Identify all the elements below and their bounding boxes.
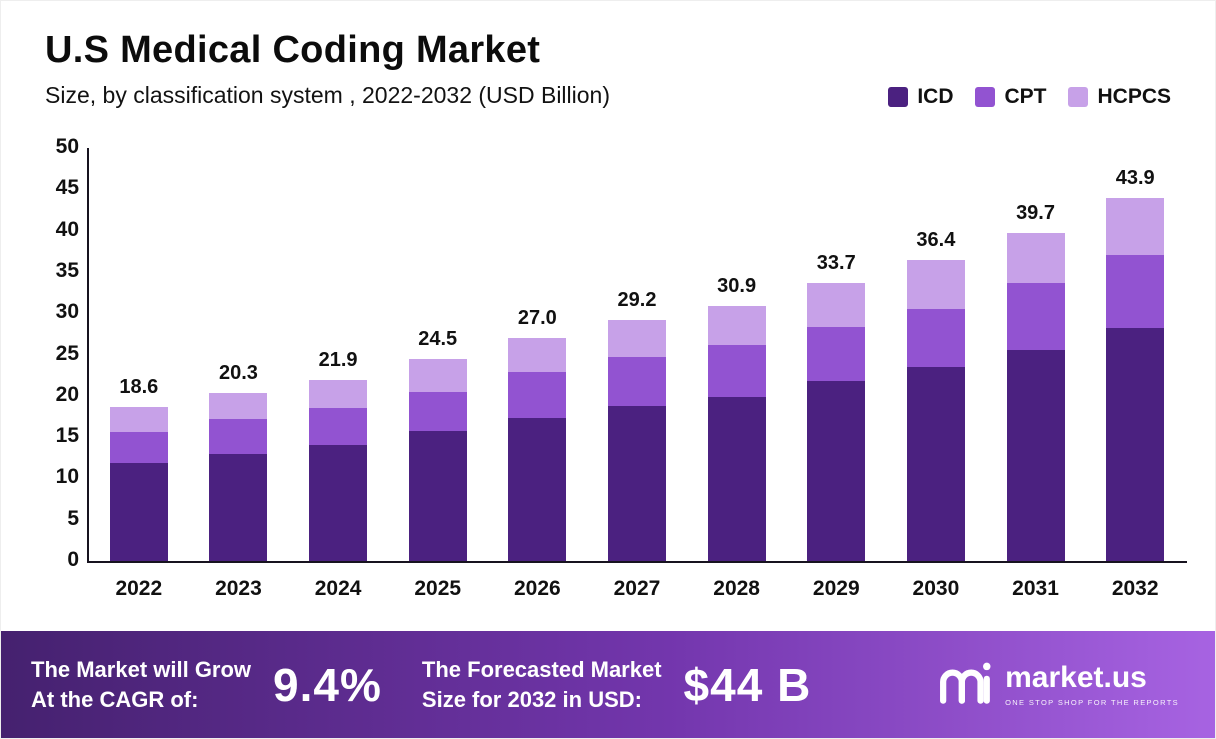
bar-total-label: 43.9 bbox=[1115, 167, 1155, 190]
bar-segment-hcpcs bbox=[608, 319, 666, 357]
brand: market.us ONE STOP SHOP FOR THE REPORTS bbox=[939, 659, 1185, 710]
bar-segment-cpt bbox=[508, 371, 567, 419]
bar-segment-hcpcs bbox=[1106, 198, 1165, 255]
x-axis: 2022 2023 2024 2025 2026 2027 2028 2029 2030 2031… bbox=[89, 577, 1185, 607]
brand-name: market.us bbox=[1005, 660, 1147, 694]
bar-segment-icd bbox=[1006, 349, 1065, 561]
x-axis-label: 2024 bbox=[314, 577, 362, 600]
brand-tagline: ONE STOP SHOP FOR THE REPORTS bbox=[1005, 697, 1179, 707]
bar-total-label: 27.0 bbox=[517, 306, 557, 329]
cagr-label-line2: At the CAGR of: bbox=[31, 686, 199, 712]
legend-item-cpt: CPT bbox=[975, 85, 1046, 109]
chart-subtitle: Size, by classification system , 2022-20… bbox=[45, 82, 611, 108]
bar-segment-icd bbox=[807, 380, 866, 561]
y-tick-label: 30 bbox=[55, 300, 79, 324]
x-axis-label: 2022 bbox=[115, 577, 163, 600]
bar-segment-cpt bbox=[906, 309, 965, 367]
x-axis-label: 2027 bbox=[613, 577, 661, 600]
footer-banner: The Market will Grow At the CAGR of: 9.4… bbox=[1, 631, 1215, 738]
bar-segment-cpt bbox=[408, 391, 467, 431]
bar-segment-cpt bbox=[707, 345, 766, 397]
bar-total-label: 24.5 bbox=[418, 327, 458, 350]
legend-label: HCPCS bbox=[1097, 85, 1171, 108]
page-title: U.S Medical Coding Market bbox=[45, 29, 541, 71]
x-axis-line bbox=[87, 561, 1187, 563]
legend-swatch-cpt bbox=[975, 87, 996, 107]
bar-segment-hcpcs bbox=[707, 305, 766, 346]
bar-total-label: 39.7 bbox=[1016, 202, 1055, 225]
forecast-label-line1: The Forecasted Market bbox=[421, 656, 662, 682]
bar-segment-icd bbox=[508, 418, 567, 561]
forecast-value: $44 B bbox=[683, 658, 812, 711]
bar-segment-hcpcs bbox=[1006, 233, 1065, 284]
x-axis-label: 2030 bbox=[912, 577, 960, 600]
bar-segment-icd bbox=[408, 430, 467, 561]
bar-segment-cpt bbox=[608, 357, 666, 406]
forecast-label-line2: Size for 2032 in USD: bbox=[421, 686, 642, 712]
legend-label: ICD bbox=[917, 85, 954, 108]
x-axis-label: 2032 bbox=[1111, 577, 1159, 600]
y-tick-label: 40 bbox=[55, 217, 79, 241]
bar-total-label: 21.9 bbox=[318, 349, 358, 372]
x-axis-label: 2028 bbox=[713, 577, 760, 600]
y-tick-label: 0 bbox=[67, 548, 79, 571]
x-axis-label: 2025 bbox=[414, 577, 462, 600]
bar-segment-hcpcs bbox=[309, 380, 368, 409]
x-axis-label: 2023 bbox=[215, 577, 262, 600]
bar-total-label: 30.9 bbox=[717, 274, 757, 297]
brand-text: market.us ONE STOP SHOP FOR THE REPORTS bbox=[1005, 660, 1179, 707]
bar-total-label: 36.4 bbox=[916, 229, 956, 252]
bar-segment-icd bbox=[309, 444, 368, 561]
plot-area: 18.6 20.3 21.9 24.5 27.0 29.2 30.9 33.7 36.4 39.7… bbox=[89, 148, 1185, 561]
x-axis-label: 2029 bbox=[812, 577, 860, 600]
y-tick-label: 10 bbox=[55, 465, 79, 489]
bar-segment-icd bbox=[906, 366, 965, 561]
bar-segment-hcpcs bbox=[209, 393, 268, 419]
y-tick-label: 50 bbox=[55, 135, 79, 158]
y-tick-label: 25 bbox=[55, 341, 79, 365]
bar-segment-cpt bbox=[807, 327, 866, 381]
header: U.S Medical Coding Market Size, by class… bbox=[45, 29, 610, 109]
y-tick-label: 15 bbox=[55, 424, 79, 448]
bar-segment-cpt bbox=[309, 408, 368, 445]
bar-segment-hcpcs bbox=[906, 260, 965, 310]
y-axis-line bbox=[87, 148, 89, 563]
bar-segment-icd bbox=[608, 405, 666, 561]
bar-segment-icd bbox=[707, 396, 766, 561]
bar-segment-cpt bbox=[109, 432, 168, 463]
bar-segment-icd bbox=[1106, 328, 1165, 561]
legend-item-hcpcs: HCPCS bbox=[1068, 85, 1171, 109]
bar-segment-hcpcs bbox=[508, 338, 567, 372]
bar-segment-cpt bbox=[1106, 254, 1165, 329]
market-us-logo-icon bbox=[939, 659, 993, 710]
bar-segment-icd bbox=[109, 462, 168, 561]
bar-segment-cpt bbox=[209, 418, 268, 454]
bar-total-label: 33.7 bbox=[816, 251, 856, 274]
y-tick-label: 45 bbox=[55, 176, 79, 200]
x-axis-label: 2026 bbox=[513, 577, 561, 600]
cagr-label-line1: The Market will Grow bbox=[31, 656, 252, 682]
bar-total-label: 18.6 bbox=[119, 376, 159, 399]
legend-item-icd: ICD bbox=[888, 85, 953, 109]
legend-swatch-icd bbox=[888, 87, 909, 107]
legend-label: CPT bbox=[1004, 85, 1047, 108]
y-axis: 0 5 10 15 20 25 30 35 40 45 50 bbox=[27, 135, 79, 571]
bar-total-label: 29.2 bbox=[617, 288, 657, 311]
cagr-value: 9.4% bbox=[273, 658, 382, 711]
y-tick-label: 35 bbox=[55, 258, 79, 282]
legend-swatch-hcpcs bbox=[1068, 87, 1089, 107]
y-tick-label: 20 bbox=[55, 382, 79, 406]
bar-segment-hcpcs bbox=[408, 358, 467, 392]
legend: ICD CPT HCPCS bbox=[888, 85, 1171, 109]
bar-segment-hcpcs bbox=[109, 407, 168, 433]
bar-segment-icd bbox=[209, 453, 268, 561]
forecast-label: The Forecasted Market Size for 2032 in U… bbox=[422, 655, 662, 714]
cagr-label: The Market will Grow At the CAGR of: bbox=[31, 655, 251, 714]
bar-total-label: 20.3 bbox=[218, 362, 258, 385]
y-tick-label: 5 bbox=[67, 506, 79, 530]
bar-segment-cpt bbox=[1006, 283, 1065, 350]
x-axis-label: 2031 bbox=[1012, 577, 1059, 600]
bar-segment-hcpcs bbox=[807, 282, 866, 328]
